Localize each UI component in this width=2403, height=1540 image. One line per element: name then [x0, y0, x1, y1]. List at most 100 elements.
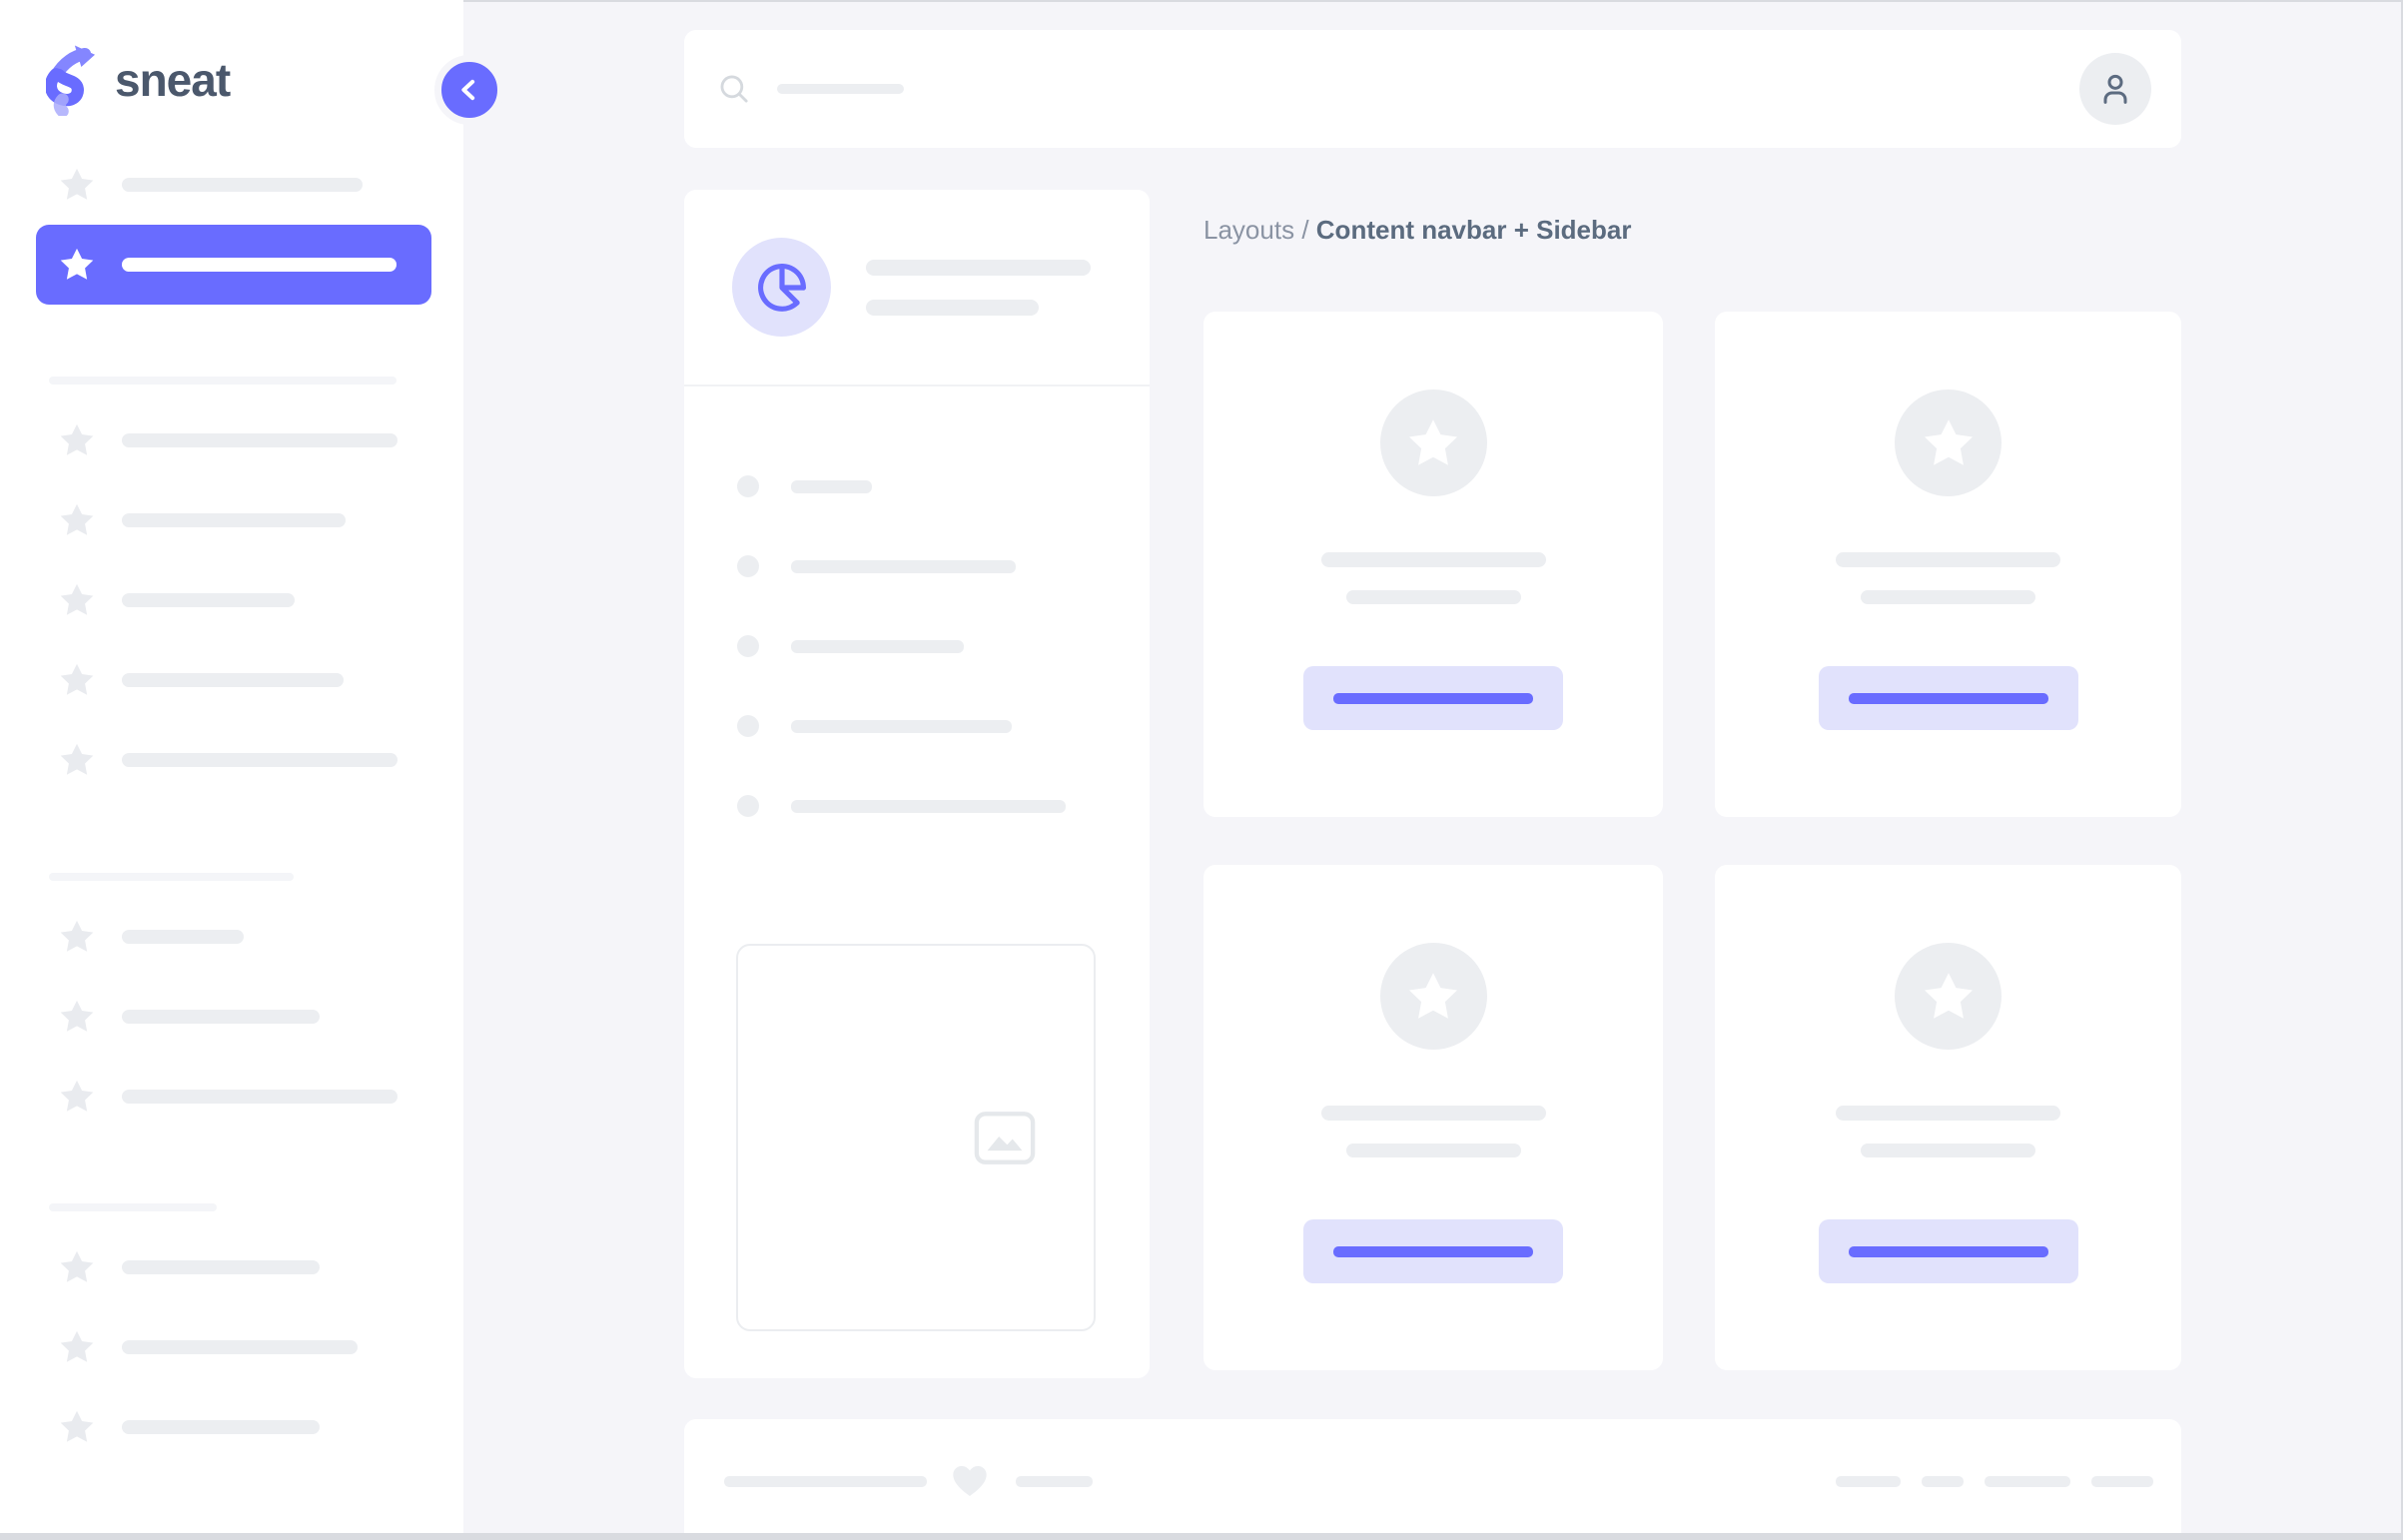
- user-icon: [2103, 74, 2127, 104]
- card-action-button[interactable]: [1818, 666, 2078, 730]
- sidebar-menu-item[interactable]: [0, 1387, 463, 1467]
- sidebar-menu-item[interactable]: [0, 560, 463, 640]
- brand: sneat: [0, 0, 463, 116]
- image-icon: [974, 1112, 1036, 1164]
- detail-card-header: [684, 190, 1150, 386]
- feature-card: [1715, 312, 2181, 817]
- sneat-logo-icon: [46, 45, 96, 116]
- sidebar-menu-item[interactable]: [0, 1057, 463, 1137]
- sidebar-sections: [0, 377, 463, 1467]
- list-item: [684, 686, 1150, 766]
- card-action-button[interactable]: [1818, 1219, 2078, 1283]
- menu-label-skeleton: [122, 178, 363, 192]
- menu-label-skeleton: [122, 593, 295, 607]
- card-line1-skeleton: [1320, 1106, 1546, 1121]
- star-icon: [1405, 415, 1461, 471]
- pie-chart-icon: [757, 263, 806, 312]
- footer-card: [684, 1419, 2181, 1540]
- user-menu-button[interactable]: [2079, 53, 2151, 125]
- sidebar-section: [0, 377, 463, 800]
- sidebar-menu-item[interactable]: [0, 640, 463, 720]
- menu-label-skeleton: [122, 1260, 320, 1274]
- right-column: Layouts / Content navbar + Sidebar: [1203, 190, 2181, 1370]
- feature-card: [1203, 865, 1663, 1370]
- star-icon: [58, 501, 96, 539]
- detail-card: [684, 190, 1150, 1378]
- card-line1-skeleton: [1836, 552, 2060, 567]
- footer-link-skeleton[interactable]: [1836, 1475, 1901, 1487]
- sidebar-menu-item[interactable]: [0, 1227, 463, 1307]
- list-item: [684, 766, 1150, 846]
- sidebar-menu-item[interactable]: [0, 145, 463, 225]
- footer-text-skeleton: [724, 1475, 927, 1487]
- subtitle-skeleton: [866, 299, 1039, 316]
- sidebar-menu-item-active[interactable]: [36, 225, 431, 305]
- sidebar-section-header-skeleton: [49, 1203, 217, 1211]
- menu-label-skeleton: [122, 673, 344, 687]
- star-icon: [58, 918, 96, 956]
- feature-avatar: [1895, 943, 2002, 1050]
- list-item: [684, 606, 1150, 686]
- list-label-skeleton: [791, 639, 964, 653]
- menu-label-skeleton: [122, 1340, 358, 1354]
- sidebar-section-header-skeleton: [49, 377, 397, 385]
- content-navbar: [684, 30, 2181, 148]
- card-line1-skeleton: [1836, 1106, 2060, 1121]
- search-placeholder-skeleton: [777, 84, 904, 94]
- sidebar-section: [0, 873, 463, 1137]
- list-item: [684, 526, 1150, 606]
- window-bottom-edge: [0, 1533, 2403, 1540]
- star-icon: [58, 1078, 96, 1116]
- list-bullet: [737, 475, 759, 497]
- list-bullet: [737, 555, 759, 577]
- breadcrumb-parent[interactable]: Layouts: [1203, 215, 1295, 245]
- chevron-left-icon: [461, 79, 475, 101]
- feature-avatar: [1379, 389, 1487, 496]
- menu-label-skeleton: [122, 513, 346, 527]
- button-label-skeleton: [1848, 1245, 2048, 1257]
- detail-avatar: [732, 238, 831, 337]
- sidebar-menu-item[interactable]: [0, 400, 463, 480]
- list-item: [684, 446, 1150, 526]
- star-icon: [58, 581, 96, 619]
- star-icon: [58, 166, 96, 204]
- star-icon: [58, 998, 96, 1036]
- list-label-skeleton: [791, 559, 1016, 573]
- brand-name: sneat: [115, 54, 231, 106]
- image-placeholder: [736, 944, 1096, 1331]
- card-action-button[interactable]: [1303, 666, 1563, 730]
- breadcrumb: Layouts / Content navbar + Sidebar: [1203, 214, 2181, 246]
- heart-icon: [953, 1466, 987, 1496]
- star-icon: [58, 1248, 96, 1286]
- search-icon: [720, 75, 748, 103]
- card-action-button[interactable]: [1303, 1219, 1563, 1283]
- sidebar-menu-item[interactable]: [0, 977, 463, 1057]
- footer-link-skeleton[interactable]: [2091, 1475, 2153, 1487]
- star-icon: [1921, 415, 1977, 471]
- card-grid: [1203, 312, 2181, 1370]
- button-label-skeleton: [1333, 1245, 1533, 1257]
- sidebar-menu-item[interactable]: [0, 720, 463, 800]
- card-line1-skeleton: [1320, 552, 1546, 567]
- sidebar-menu-item[interactable]: [0, 1307, 463, 1387]
- list-bullet: [737, 795, 759, 817]
- feature-card: [1203, 312, 1663, 817]
- footer-link-skeleton[interactable]: [1985, 1475, 2070, 1487]
- star-icon: [58, 1328, 96, 1366]
- detail-header-skeleton-lines: [866, 259, 1091, 316]
- list-label-skeleton: [791, 479, 872, 493]
- list-bullet: [737, 635, 759, 657]
- main-content: Layouts / Content navbar + Sidebar: [463, 0, 2403, 1540]
- button-label-skeleton: [1333, 692, 1533, 704]
- sidebar: sneat: [0, 0, 463, 1540]
- footer-link-skeleton[interactable]: [1922, 1475, 1964, 1487]
- sidebar-section: [0, 1203, 463, 1467]
- breadcrumb-current: Content navbar + Sidebar: [1315, 215, 1632, 245]
- sidebar-menu-item[interactable]: [0, 480, 463, 560]
- star-icon: [58, 421, 96, 459]
- feature-avatar: [1895, 389, 2002, 496]
- search-input[interactable]: [717, 72, 2079, 106]
- sidebar-collapse-button[interactable]: [434, 55, 504, 125]
- feature-avatar: [1379, 943, 1487, 1050]
- sidebar-menu-item[interactable]: [0, 897, 463, 977]
